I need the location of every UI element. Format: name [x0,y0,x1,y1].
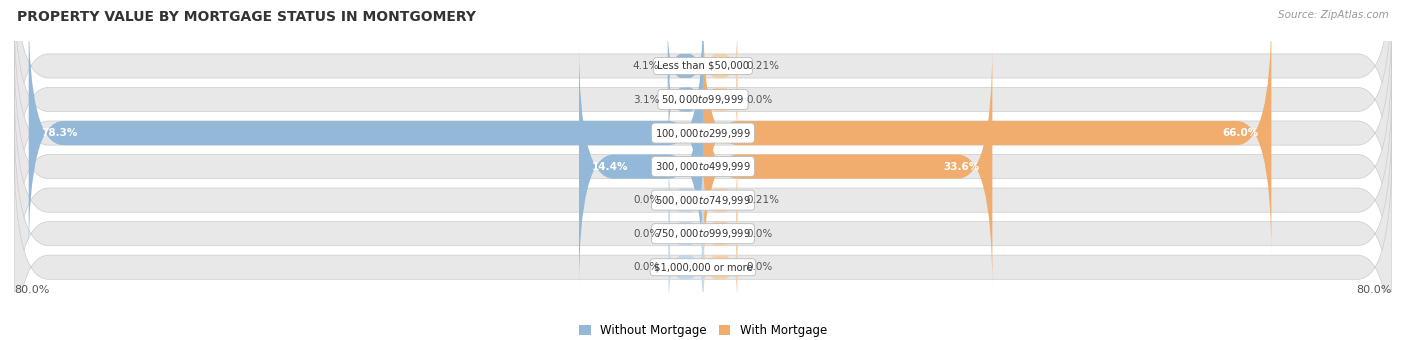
FancyBboxPatch shape [703,24,738,107]
Text: 0.0%: 0.0% [634,195,659,205]
FancyBboxPatch shape [703,226,738,309]
FancyBboxPatch shape [14,145,1392,340]
FancyBboxPatch shape [703,158,738,242]
FancyBboxPatch shape [669,58,703,141]
Text: 0.0%: 0.0% [747,229,772,239]
FancyBboxPatch shape [668,23,703,109]
Text: 4.1%: 4.1% [633,61,659,71]
FancyBboxPatch shape [703,192,738,275]
Text: 0.0%: 0.0% [747,95,772,104]
FancyBboxPatch shape [703,11,1271,255]
FancyBboxPatch shape [579,45,703,289]
Text: 66.0%: 66.0% [1222,128,1258,138]
Text: $750,000 to $999,999: $750,000 to $999,999 [655,227,751,240]
Text: 14.4%: 14.4% [592,162,628,172]
Text: 80.0%: 80.0% [1357,285,1392,295]
Text: $1,000,000 or more: $1,000,000 or more [654,262,752,272]
Text: Source: ZipAtlas.com: Source: ZipAtlas.com [1278,10,1389,20]
Legend: Without Mortgage, With Mortgage: Without Mortgage, With Mortgage [574,319,832,340]
Text: 80.0%: 80.0% [14,285,49,295]
Text: 78.3%: 78.3% [42,128,77,138]
Text: 0.0%: 0.0% [634,262,659,272]
Text: 0.21%: 0.21% [747,61,779,71]
Text: 0.21%: 0.21% [747,195,779,205]
FancyBboxPatch shape [14,0,1392,188]
Text: Less than $50,000: Less than $50,000 [657,61,749,71]
Text: 0.0%: 0.0% [747,262,772,272]
Text: $300,000 to $499,999: $300,000 to $499,999 [655,160,751,173]
Text: $500,000 to $749,999: $500,000 to $749,999 [655,194,751,207]
FancyBboxPatch shape [669,158,703,242]
FancyBboxPatch shape [14,0,1392,222]
FancyBboxPatch shape [14,45,1392,289]
Text: 3.1%: 3.1% [634,95,659,104]
FancyBboxPatch shape [14,78,1392,322]
Text: $100,000 to $299,999: $100,000 to $299,999 [655,126,751,139]
FancyBboxPatch shape [14,11,1392,255]
FancyBboxPatch shape [703,58,738,141]
FancyBboxPatch shape [14,112,1392,340]
Text: 0.0%: 0.0% [634,229,659,239]
FancyBboxPatch shape [703,45,993,289]
FancyBboxPatch shape [669,226,703,309]
Text: $50,000 to $99,999: $50,000 to $99,999 [661,93,745,106]
FancyBboxPatch shape [669,192,703,275]
Text: PROPERTY VALUE BY MORTGAGE STATUS IN MONTGOMERY: PROPERTY VALUE BY MORTGAGE STATUS IN MON… [17,10,475,24]
Text: 33.6%: 33.6% [943,162,980,172]
FancyBboxPatch shape [28,11,703,255]
